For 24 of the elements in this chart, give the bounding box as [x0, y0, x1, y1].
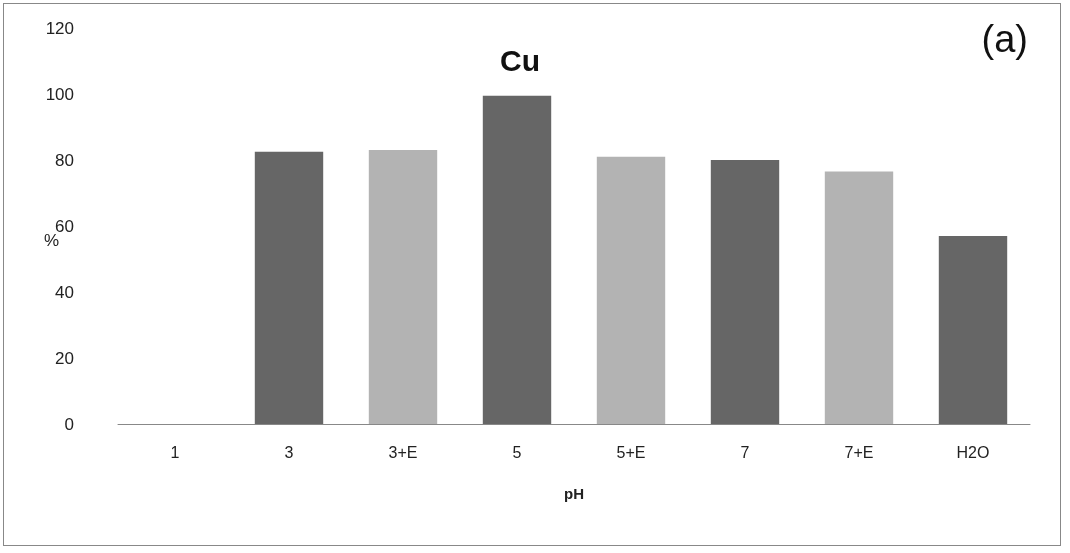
- y-tick-label: 40: [55, 282, 74, 302]
- y-tick-label: 120: [45, 18, 74, 38]
- bar: [254, 151, 324, 424]
- x-tick-label: H2O: [956, 443, 990, 461]
- y-tick-label: 20: [55, 348, 74, 368]
- x-tick-label: 7: [740, 443, 750, 461]
- y-tick-label: 100: [45, 84, 74, 104]
- x-tick-label: 3+E: [388, 443, 418, 461]
- x-axis-title: pH: [564, 485, 584, 502]
- bar: [368, 150, 438, 424]
- y-tick-label: 80: [55, 150, 74, 170]
- bar: [482, 95, 552, 424]
- bar: [824, 171, 894, 424]
- bar: [710, 160, 780, 424]
- text: Cu: [500, 43, 540, 77]
- x-tick-label: 1: [170, 443, 180, 461]
- annotation: (a): [981, 18, 1029, 60]
- x-tick-label: 5: [512, 443, 522, 461]
- y-tick-label: 0: [64, 414, 74, 434]
- x-tick-label: 7+E: [844, 443, 874, 461]
- x-tick-label: 5+E: [616, 443, 646, 461]
- x-tick-label: 3: [284, 443, 294, 461]
- bar: [596, 156, 666, 424]
- bar: [938, 235, 1008, 424]
